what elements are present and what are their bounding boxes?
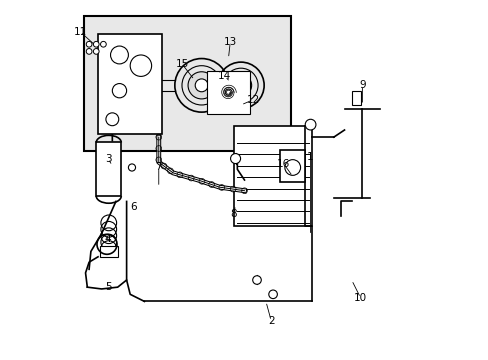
Circle shape <box>106 113 119 126</box>
Circle shape <box>86 41 92 47</box>
Circle shape <box>305 119 315 130</box>
Text: 16: 16 <box>277 159 290 169</box>
Text: 8: 8 <box>230 209 237 219</box>
Circle shape <box>128 164 135 171</box>
Circle shape <box>195 79 207 92</box>
Text: 12: 12 <box>246 95 260 105</box>
Text: 7: 7 <box>155 162 162 172</box>
Text: 4: 4 <box>104 234 111 244</box>
Bar <box>206 71 249 114</box>
Bar <box>83 16 290 152</box>
Bar <box>96 143 121 196</box>
Text: 2: 2 <box>267 316 274 326</box>
Text: 1: 1 <box>306 152 313 162</box>
Bar <box>98 33 162 134</box>
Text: 3: 3 <box>104 154 111 163</box>
Circle shape <box>230 154 240 163</box>
Text: 13: 13 <box>223 37 236 48</box>
Circle shape <box>112 84 126 98</box>
Circle shape <box>93 41 99 47</box>
Text: 9: 9 <box>358 80 365 90</box>
Text: 6: 6 <box>130 202 137 212</box>
Text: 15: 15 <box>175 59 188 69</box>
Circle shape <box>110 46 128 64</box>
Bar <box>280 150 305 182</box>
Circle shape <box>235 80 245 90</box>
Bar <box>233 126 312 226</box>
Circle shape <box>86 49 92 54</box>
Bar <box>100 246 118 257</box>
Text: 10: 10 <box>353 293 366 303</box>
Text: 5: 5 <box>104 282 111 292</box>
Text: 11: 11 <box>73 27 87 37</box>
Circle shape <box>188 72 215 99</box>
Text: 14: 14 <box>218 71 231 81</box>
Circle shape <box>230 75 251 96</box>
Circle shape <box>101 41 106 47</box>
Circle shape <box>268 290 277 298</box>
Circle shape <box>252 276 261 284</box>
Bar <box>351 91 360 105</box>
Circle shape <box>93 49 99 54</box>
Circle shape <box>130 55 151 76</box>
